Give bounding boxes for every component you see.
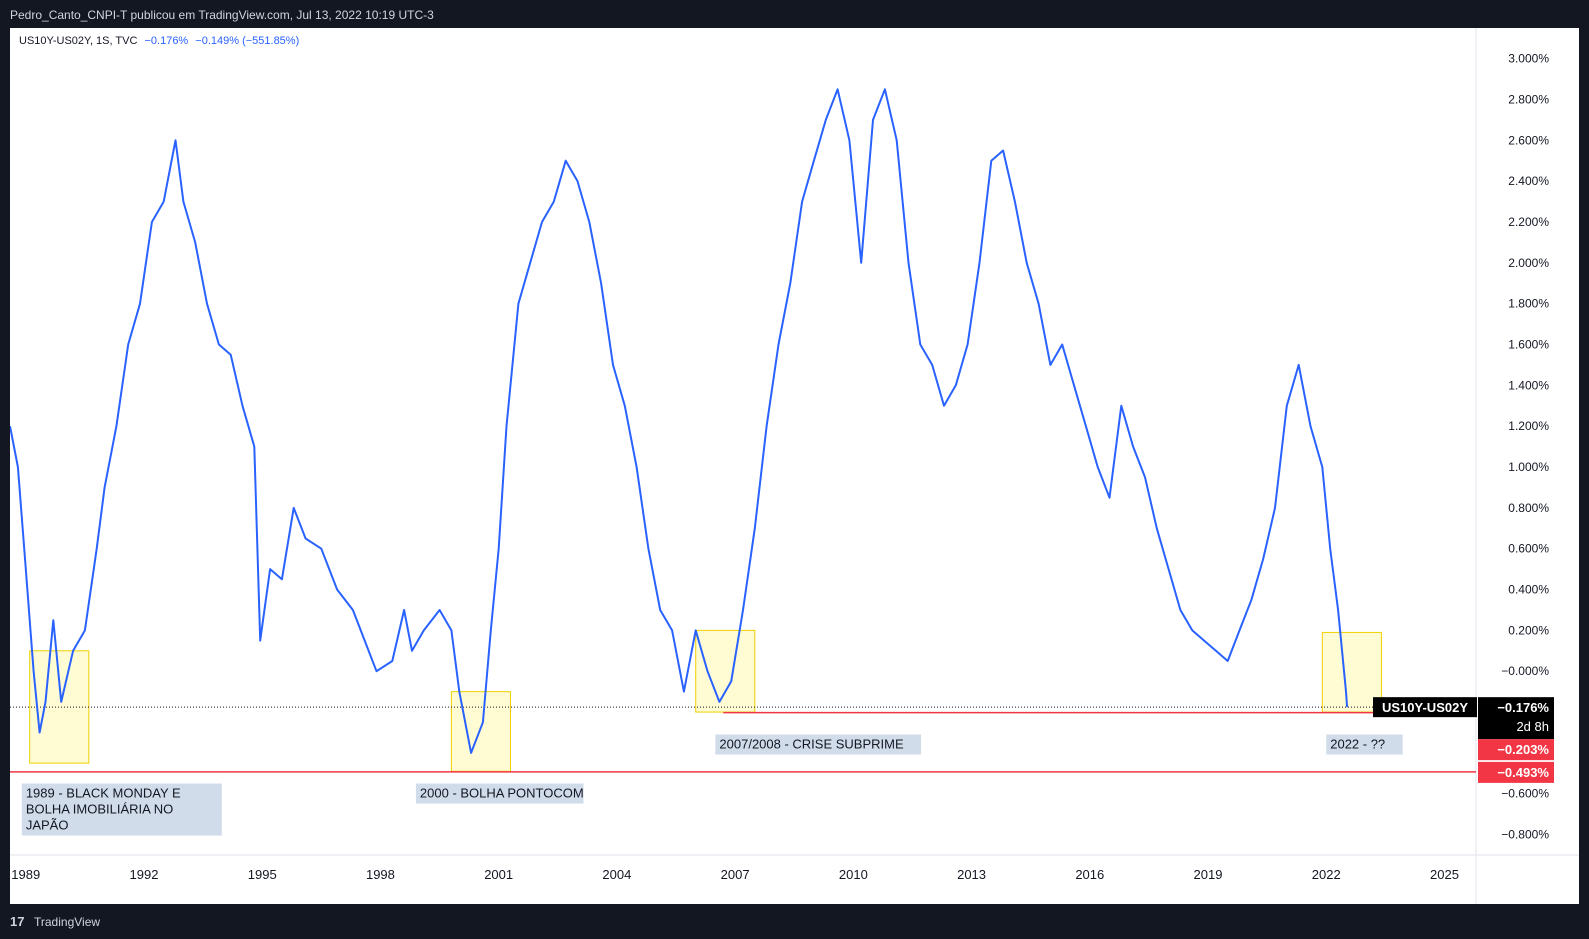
annotation-text-3: 2022 - ??: [1330, 737, 1385, 752]
y-tick-label: −0.600%: [1501, 787, 1549, 801]
last-price-text: −0.176%: [1497, 700, 1549, 715]
y-tick-label: 2.800%: [1508, 92, 1549, 106]
y-tick-label: 1.600%: [1508, 338, 1549, 352]
y-tick-label: −0.000%: [1501, 664, 1549, 678]
x-tick-label: 1989: [11, 867, 40, 882]
legend-symbol: US10Y-US02Y, 1S, TVC: [19, 35, 138, 47]
x-tick-label: 2001: [484, 867, 513, 882]
annotation-box-0: [21, 783, 222, 836]
legend-value-2: −0.149% (−551.85%): [195, 35, 300, 47]
annotation-text-1: 2000 - BOLHA PONTOCOM: [420, 786, 584, 801]
annotation-box-3: [1326, 734, 1403, 755]
x-tick-label: 2022: [1312, 867, 1341, 882]
line-chart[interactable]: 3.000% 2.800% 2.600% 2.400% 2.200% 2.000% 1.80…: [10, 28, 1579, 904]
x-tick-label: 2004: [602, 867, 631, 882]
y-tick-label: 1.400%: [1508, 378, 1549, 392]
y-tick-label: 3.000%: [1508, 52, 1549, 66]
y-tick-label: 2.600%: [1508, 133, 1549, 147]
x-tick-label: 2007: [721, 867, 750, 882]
publisher-info: Pedro_Canto_CNPI-T publicou em TradingVi…: [10, 8, 434, 22]
tradingview-logo-icon[interactable]: 17: [10, 914, 25, 929]
annotation-box-1: [415, 783, 584, 804]
footer-brand: TradingView: [34, 915, 101, 929]
symbol-price-tag: [1373, 697, 1477, 718]
footer-bar: 17 TradingView: [0, 904, 1589, 939]
y-tick-label: 2.200%: [1508, 215, 1549, 229]
annotation-text-0: JAPÃO: [26, 818, 69, 833]
highlight-box-2: [695, 629, 756, 713]
x-tick-label: 2016: [1075, 867, 1104, 882]
symbol-price-tag-text: US10Y-US02Y: [1382, 700, 1468, 715]
legend-value-1: −0.176%: [144, 35, 189, 47]
y-tick-label: 1.800%: [1508, 297, 1549, 311]
level-price-box-1: [1478, 761, 1554, 783]
annotation-text-0: 1989 - BLACK MONDAY E: [26, 786, 181, 801]
level-price-text-1: −0.493%: [1497, 765, 1549, 780]
y-tick-label: 1.200%: [1508, 419, 1549, 433]
y-tick-label: 0.600%: [1508, 542, 1549, 556]
level-price-text-0: −0.203%: [1497, 742, 1549, 757]
x-tick-label: 2019: [1194, 867, 1223, 882]
level-price-box-0: [1478, 739, 1554, 761]
highlight-box-3: [1321, 631, 1382, 713]
chart-panel[interactable]: 3.000% 2.800% 2.600% 2.400% 2.200% 2.000% 1.80…: [10, 28, 1579, 904]
y-tick-label: 2.000%: [1508, 256, 1549, 270]
chart-legend: US10Y-US02Y, 1S, TVC −0.176% −0.149% (−5…: [19, 35, 299, 47]
highlight-box-0: [29, 650, 90, 764]
y-tick-label: 1.000%: [1508, 460, 1549, 474]
x-tick-label: 1995: [248, 867, 277, 882]
y-tick-label: 2.400%: [1508, 174, 1549, 188]
x-tick-label: 1992: [130, 867, 159, 882]
x-tick-label: 2010: [839, 867, 868, 882]
annotation-text-2: 2007/2008 - CRISE SUBPRIME: [719, 737, 904, 752]
annotation-box-2: [715, 734, 922, 755]
last-price-box: [1478, 697, 1554, 740]
y-tick-label: −0.800%: [1501, 828, 1549, 842]
series-line-0: [10, 88, 1349, 754]
x-tick-label: 2013: [957, 867, 986, 882]
publisher-bar: Pedro_Canto_CNPI-T publicou em TradingVi…: [0, 0, 1589, 28]
countdown-text: 2d 8h: [1516, 719, 1549, 734]
y-tick-label: 0.200%: [1508, 623, 1549, 637]
y-tick-label: 0.800%: [1508, 501, 1549, 515]
highlight-box-1: [450, 691, 511, 772]
x-tick-label: 1998: [366, 867, 395, 882]
annotation-text-0: BOLHA IMOBILIÁRIA NO: [26, 802, 173, 817]
x-tick-label: 2025: [1430, 867, 1459, 882]
y-tick-label: 0.400%: [1508, 583, 1549, 597]
